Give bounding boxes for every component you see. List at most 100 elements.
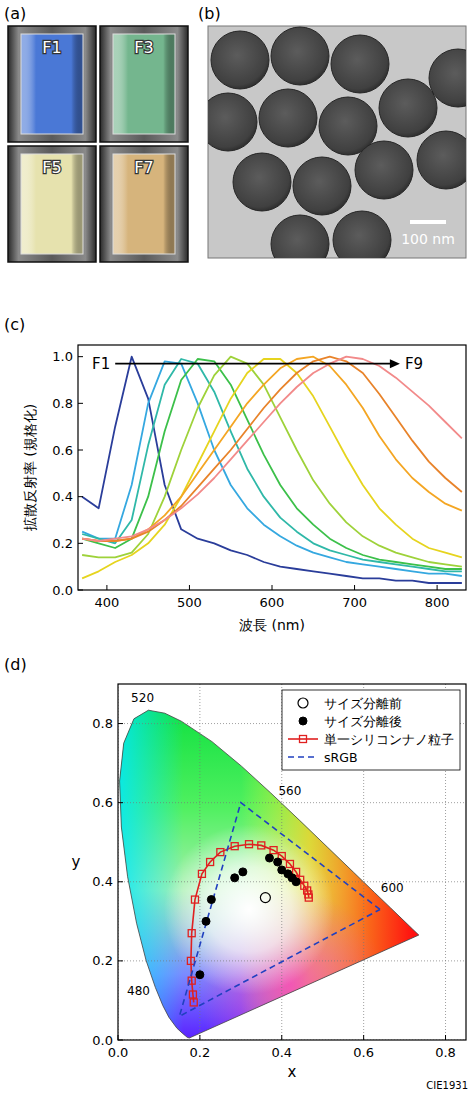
y-tick xyxy=(78,543,83,544)
y-tick-label: 0.6 xyxy=(52,443,73,458)
data-point xyxy=(190,999,197,1006)
x-tick-label: 500 xyxy=(177,595,202,610)
y-tick xyxy=(78,356,83,357)
data-point xyxy=(217,849,224,856)
x-tick-label: 400 xyxy=(94,595,119,610)
legend-marker xyxy=(300,736,307,743)
scale-bar xyxy=(410,220,446,224)
legend-label: サイズ分離前 xyxy=(324,696,402,711)
wavelength-label: 520 xyxy=(131,691,154,705)
x-tick-label: 600 xyxy=(260,595,285,610)
tem-image: 100 nm xyxy=(199,26,474,273)
axes: 4005006007008000.00.20.40.60.81.0 xyxy=(52,345,466,610)
wavelength-label: 480 xyxy=(127,984,150,998)
x-tick xyxy=(437,585,438,590)
cuvette-edge xyxy=(21,154,83,254)
data-point xyxy=(258,842,265,849)
cuvette-liquid xyxy=(113,154,175,254)
particle xyxy=(233,153,291,211)
particle xyxy=(211,31,269,89)
annotations: F1 F9 xyxy=(92,355,423,373)
plot-area xyxy=(82,357,462,583)
y-axis-title: y xyxy=(72,853,81,871)
vial-label: F1 xyxy=(42,38,61,57)
data-point xyxy=(265,854,273,862)
x-tick-label: 800 xyxy=(425,595,450,610)
y-tick-label: 0.4 xyxy=(92,874,113,889)
spectrum-line xyxy=(82,357,462,567)
legend-line xyxy=(288,738,318,740)
panel-label: (d) xyxy=(4,655,27,674)
x-tick xyxy=(354,585,355,590)
x-tick xyxy=(281,1035,282,1040)
vial-photo: F5 xyxy=(8,146,96,262)
data-point xyxy=(239,868,247,876)
footnote: CIE1931 xyxy=(426,1080,468,1091)
data-point xyxy=(207,896,215,904)
wavelength-label: 560 xyxy=(278,784,301,798)
y-tick xyxy=(118,960,123,961)
y-tick xyxy=(118,1040,123,1041)
series-line xyxy=(179,803,380,1017)
data-point xyxy=(292,878,300,886)
data-point xyxy=(207,859,214,866)
x-axis-title: x xyxy=(288,1063,297,1081)
x-tick xyxy=(272,585,273,590)
spectrum-line xyxy=(82,359,462,571)
panel-label: (b) xyxy=(198,4,221,23)
spectrum-line xyxy=(82,359,462,569)
particle xyxy=(429,49,466,107)
particle xyxy=(293,157,351,215)
y-tick xyxy=(78,403,83,404)
legend-line xyxy=(288,756,318,758)
annotation: F9 xyxy=(405,355,423,373)
data-point xyxy=(270,847,277,854)
annotation: F1 xyxy=(92,355,110,373)
y-tick xyxy=(78,496,83,497)
particle xyxy=(271,27,329,85)
tem-particles xyxy=(208,27,466,258)
particle xyxy=(333,211,391,258)
cuvette-liquid xyxy=(113,34,175,134)
cuvette-shade xyxy=(21,154,83,254)
wavelength-label: 600 xyxy=(381,881,404,895)
particle xyxy=(379,79,437,137)
legend-label: サイズ分離後 xyxy=(324,714,402,729)
y-tick-label: 0.0 xyxy=(52,583,73,598)
spectrum-line xyxy=(82,357,462,541)
spectrum-line xyxy=(82,357,462,541)
x-tick xyxy=(363,1035,364,1040)
series xyxy=(187,841,312,1006)
plot-frame xyxy=(118,684,466,1040)
particle xyxy=(355,141,413,199)
particle xyxy=(331,35,389,93)
y-axis-title: 拡散反射率 (規格化) xyxy=(22,404,38,531)
vial-photo: F7 xyxy=(100,146,188,262)
data-point xyxy=(187,957,194,964)
data-point xyxy=(260,893,270,903)
cuvette-edge xyxy=(21,34,83,134)
legend-label: 単一シリコンナノ粒子 xyxy=(324,732,454,747)
data-point xyxy=(188,930,195,937)
y-tick-label: 0.0 xyxy=(92,1033,113,1048)
cuvette-shade xyxy=(113,154,175,254)
data-point xyxy=(191,896,198,903)
x-tick xyxy=(118,1035,119,1040)
plot-area xyxy=(118,684,466,1040)
legend-box xyxy=(282,690,460,770)
x-tick xyxy=(106,585,107,590)
data-point xyxy=(246,841,253,848)
data-point xyxy=(305,894,312,901)
grid-line xyxy=(199,684,200,1040)
y-tick-label: 0.8 xyxy=(52,396,73,411)
annotation-arrow xyxy=(115,363,392,365)
legend-marker xyxy=(298,698,308,708)
vial-photo: F1 xyxy=(8,26,96,142)
data-point xyxy=(189,991,196,998)
legend: サイズ分離前サイズ分離後単一シリコンナノ粒子sRGB xyxy=(282,690,460,770)
series xyxy=(196,854,300,979)
y-tick-label: 0.8 xyxy=(92,716,113,731)
grid-line xyxy=(118,802,466,803)
x-tick xyxy=(445,1035,446,1040)
panel-label: (c) xyxy=(4,315,25,334)
